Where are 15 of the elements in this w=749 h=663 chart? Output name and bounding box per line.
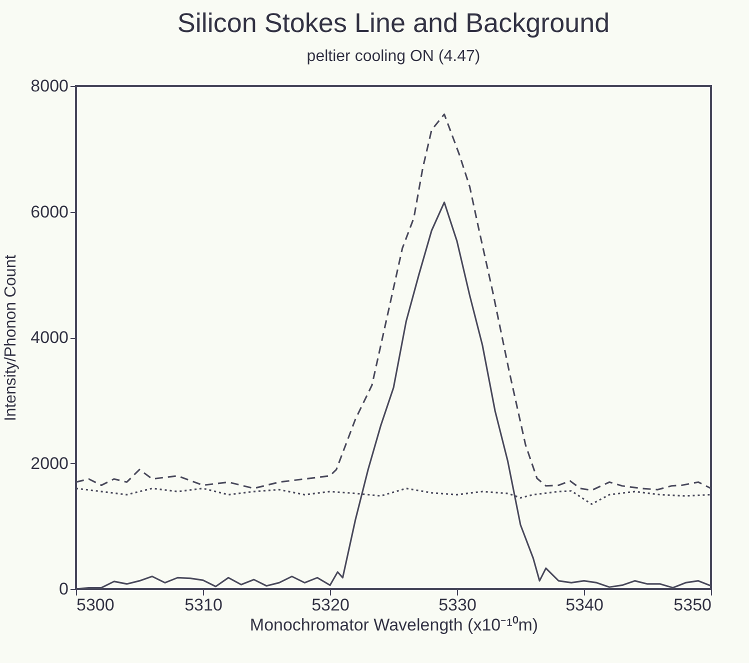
y-tick-label: 4000 (30, 328, 68, 347)
x-tick-label: 5310 (184, 596, 222, 614)
y-tick-label: 8000 (30, 76, 68, 96)
x-tick-label: 5300 (76, 596, 114, 614)
y-tick-label: 0 (59, 580, 68, 598)
chart-subtitle: peltier cooling ON (4.47) (306, 48, 480, 65)
y-axis-title: Intensity/Phonon Count (2, 254, 20, 422)
x-tick-label: 5340 (566, 596, 604, 614)
chart-title: Silicon Stokes Line and Background (177, 8, 610, 38)
x-tick-label: 5350 (674, 596, 712, 614)
x-tick-label: 5320 (312, 596, 350, 614)
y-tick-label: 6000 (30, 202, 68, 222)
x-axis-title: Monochromator Wavelength (x10⁻¹⁰m) (250, 616, 538, 634)
x-tick-label: 5330 (438, 596, 476, 614)
y-tick-label: 2000 (30, 454, 68, 473)
